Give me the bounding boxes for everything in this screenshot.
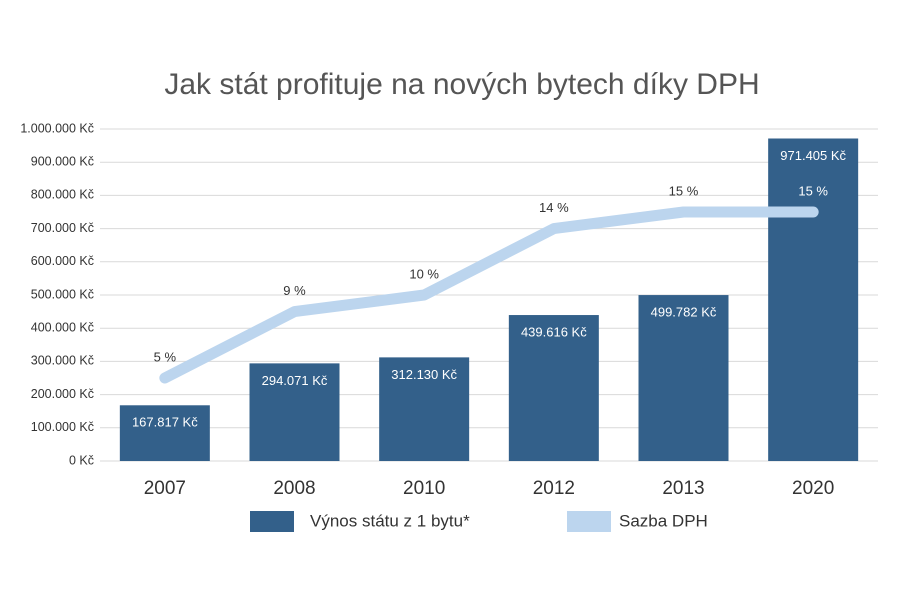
bar — [119, 405, 210, 461]
y-tick-label: 900.000 Kč — [31, 154, 94, 168]
y-tick-label: 600.000 Kč — [31, 254, 94, 268]
legend-swatch — [567, 511, 611, 532]
y-tick-label: 500.000 Kč — [31, 287, 94, 301]
x-tick-label: 2013 — [662, 478, 704, 499]
x-tick-label: 2007 — [144, 478, 186, 499]
legend-label: Sazba DPH — [619, 511, 708, 530]
x-tick-label: 2012 — [533, 478, 575, 499]
line-value-label: 5 % — [154, 349, 177, 364]
bar — [638, 295, 729, 461]
bar-value-label: 971.405 Kč — [780, 148, 846, 163]
y-tick-label: 100.000 Kč — [31, 420, 94, 434]
bar — [379, 357, 470, 461]
line-value-label: 14 % — [539, 200, 569, 215]
bar — [768, 138, 859, 462]
bar-value-label: 499.782 Kč — [651, 305, 717, 320]
chart-title: Jak stát profituje na nových bytech díky… — [164, 68, 759, 101]
x-tick-label: 2010 — [403, 478, 445, 499]
y-tick-label: 700.000 Kč — [31, 221, 94, 235]
y-tick-label: 400.000 Kč — [31, 320, 94, 334]
line-value-label: 9 % — [283, 283, 306, 298]
y-tick-label: 0 Kč — [69, 453, 94, 467]
line-value-label: 15 % — [669, 183, 699, 198]
x-tick-label: 2008 — [273, 478, 315, 499]
line-value-label: 15 % — [798, 183, 828, 198]
bar-value-label: 439.616 Kč — [521, 324, 587, 339]
legend-label: Výnos státu z 1 bytu* — [310, 511, 470, 530]
bar-value-label: 294.071 Kč — [262, 373, 328, 388]
bar-value-label: 312.130 Kč — [391, 367, 457, 382]
line — [159, 206, 819, 384]
bar-value-label: 167.817 Kč — [132, 415, 198, 430]
line-value-label: 10 % — [409, 266, 439, 281]
y-tick-label: 200.000 Kč — [31, 387, 94, 401]
legend-swatch — [250, 511, 294, 532]
y-tick-label: 300.000 Kč — [31, 354, 94, 368]
bar — [249, 363, 340, 461]
x-tick-label: 2020 — [792, 478, 834, 499]
y-tick-label: 800.000 Kč — [31, 188, 94, 202]
y-tick-label: 1.000.000 Kč — [20, 121, 94, 135]
bar — [508, 315, 599, 461]
